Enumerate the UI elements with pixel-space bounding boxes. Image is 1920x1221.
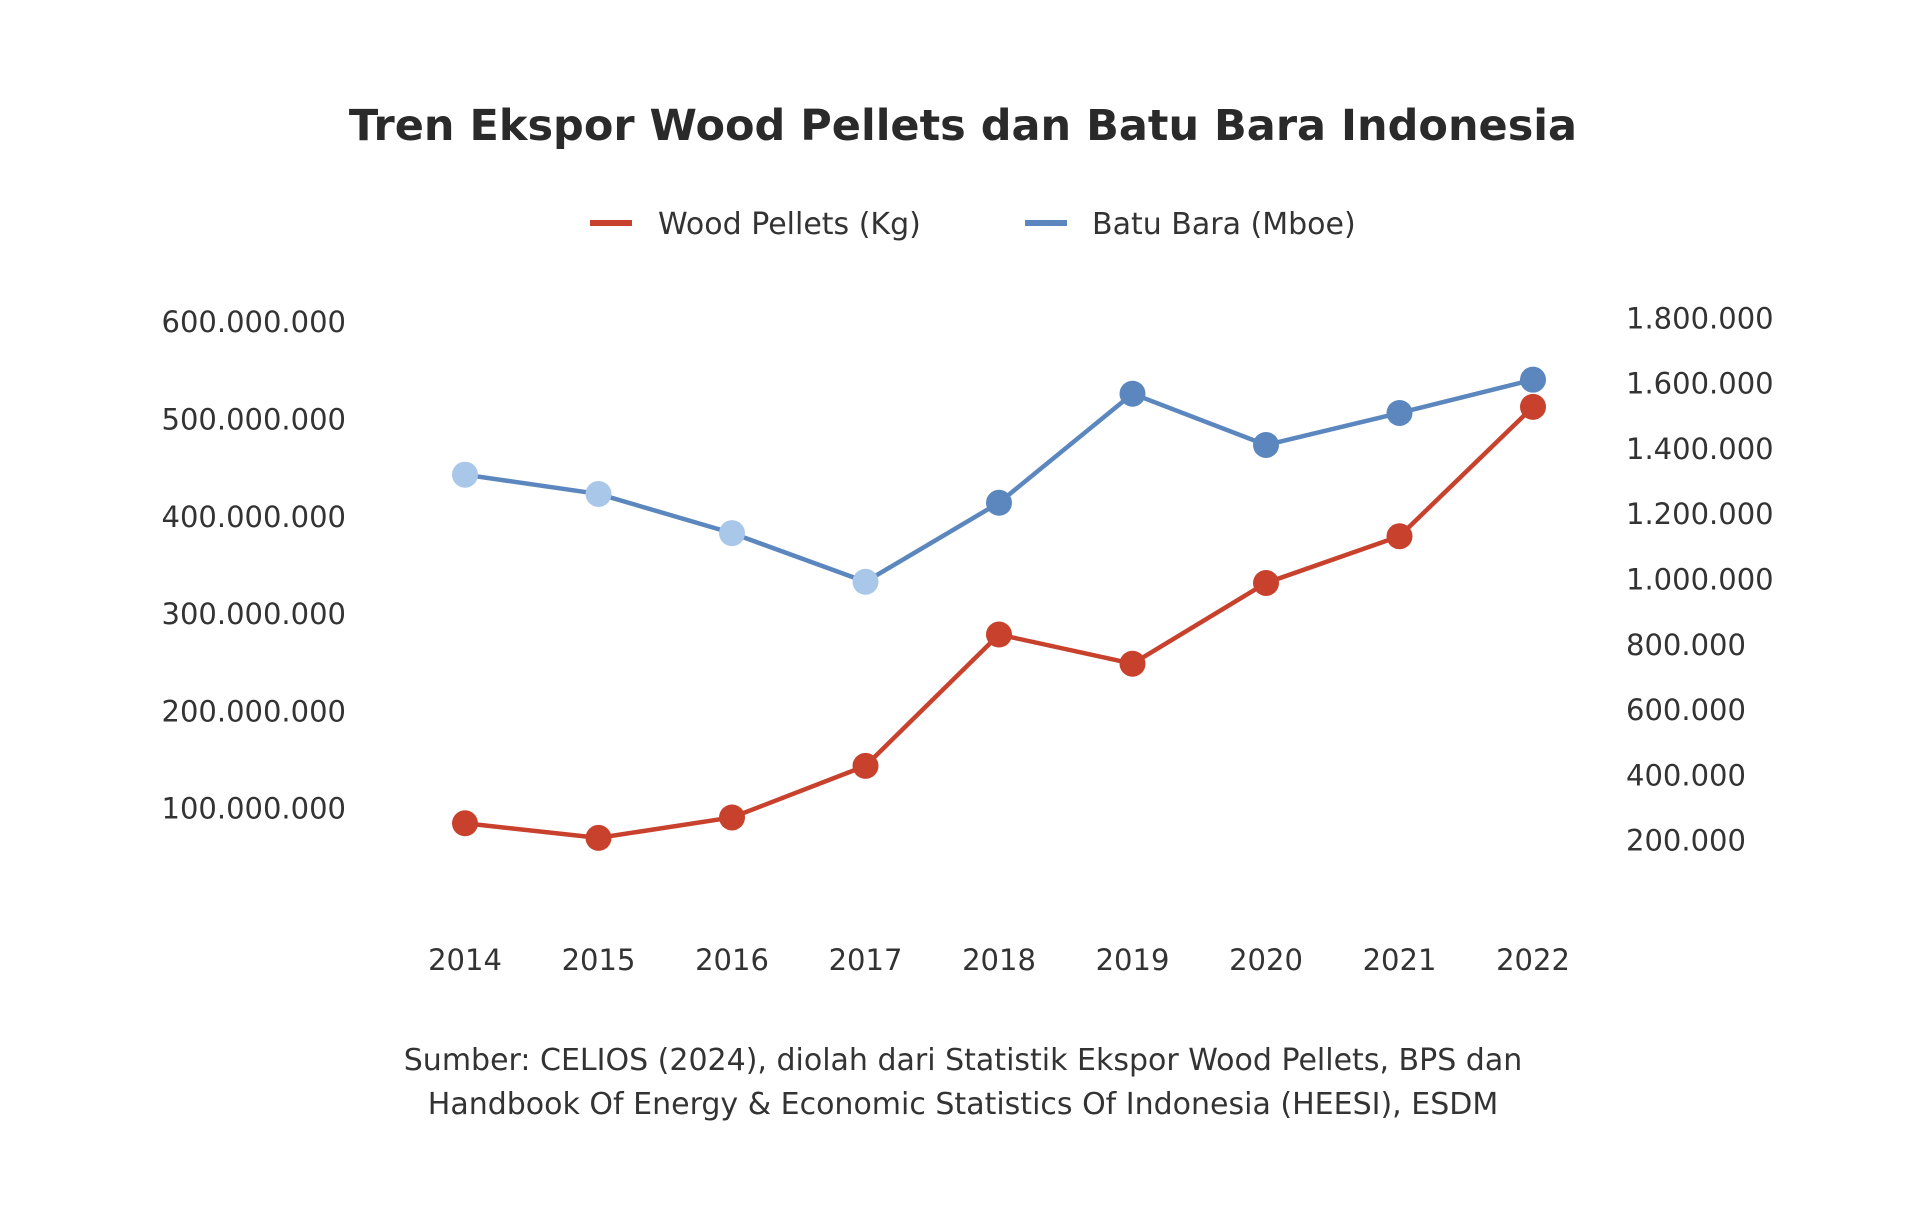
data-point-batu-bara (1386, 399, 1413, 426)
series-layer (452, 366, 1546, 851)
y-right-tick-label: 400.000 (1626, 758, 1746, 792)
data-point-wood-pellets (719, 804, 745, 831)
y-left-tick-label: 500.000.000 (162, 403, 347, 437)
y-right-tick-label: 800.000 (1626, 628, 1746, 662)
data-point-batu-bara (1119, 380, 1146, 407)
data-point-batu-bara (986, 489, 1012, 516)
x-tick-label: 2022 (1496, 943, 1570, 977)
data-point-wood-pellets (1520, 393, 1546, 420)
y-left-tick-label: 200.000.000 (162, 694, 347, 728)
legend: Wood Pellets (Kg) Batu Bara (Mboe) (590, 207, 1356, 242)
data-point-wood-pellets (1253, 569, 1279, 596)
y-right-tick-label: 200.000 (1626, 824, 1746, 858)
y-right-tick-label: 1.000.000 (1626, 563, 1774, 597)
legend-label-batu-bara: Batu Bara (Mboe) (1092, 207, 1356, 242)
chart-title: Tren Ekspor Wood Pellets dan Batu Bara I… (349, 101, 1577, 151)
source-line-1: Sumber: CELIOS (2024), diolah dari Stati… (404, 1043, 1522, 1078)
y-right-tick-label: 1.600.000 (1626, 367, 1774, 401)
data-point-wood-pellets (852, 752, 879, 779)
y-left-tick-label: 300.000.000 (162, 597, 347, 631)
x-tick-label: 2020 (1229, 943, 1303, 977)
series-line-batu-bara (462, 377, 1536, 585)
y-left-tick-label: 400.000.000 (162, 500, 347, 534)
x-axis: 2014 2015 2016 2017 2018 2019 2020 2021 2022 (428, 943, 1570, 977)
data-point-batu-bara (585, 480, 612, 507)
y-left-tick-label: 100.000.000 (162, 792, 347, 826)
data-point-wood-pellets (585, 824, 612, 851)
y-axis-left: 100.000.000 200.000.000 300.000.000 400.000… (162, 305, 347, 826)
y-right-tick-label: 1.200.000 (1626, 497, 1774, 531)
y-right-tick-label: 1.800.000 (1626, 301, 1774, 335)
x-tick-label: 2021 (1363, 943, 1437, 977)
x-tick-label: 2017 (829, 943, 903, 977)
y-right-tick-label: 600.000 (1626, 693, 1746, 727)
data-point-wood-pellets (452, 810, 478, 837)
series-wood-pellets (452, 393, 1546, 851)
data-point-batu-bara (1253, 431, 1279, 458)
series-batu-bara (452, 366, 1546, 595)
y-axis-right: 200.000 400.000 600.000 800.000 1.000.000 1.2… (1626, 301, 1774, 857)
x-tick-label: 2019 (1096, 943, 1170, 977)
x-tick-label: 2016 (695, 943, 769, 977)
data-point-wood-pellets (1386, 523, 1413, 550)
source-line-2: Handbook Of Energy & Economic Statistics… (428, 1087, 1498, 1122)
data-point-batu-bara (1520, 366, 1546, 393)
data-point-batu-bara (452, 461, 478, 488)
legend-label-wood-pellets: Wood Pellets (Kg) (658, 207, 921, 242)
data-point-batu-bara (719, 520, 745, 547)
data-point-wood-pellets (1119, 650, 1146, 677)
x-tick-label: 2014 (428, 943, 502, 977)
x-tick-label: 2018 (962, 943, 1036, 977)
x-tick-label: 2015 (562, 943, 636, 977)
data-point-batu-bara (852, 568, 879, 595)
y-right-tick-label: 1.400.000 (1626, 432, 1774, 466)
data-point-wood-pellets (986, 621, 1012, 648)
y-left-tick-label: 600.000.000 (162, 305, 347, 339)
